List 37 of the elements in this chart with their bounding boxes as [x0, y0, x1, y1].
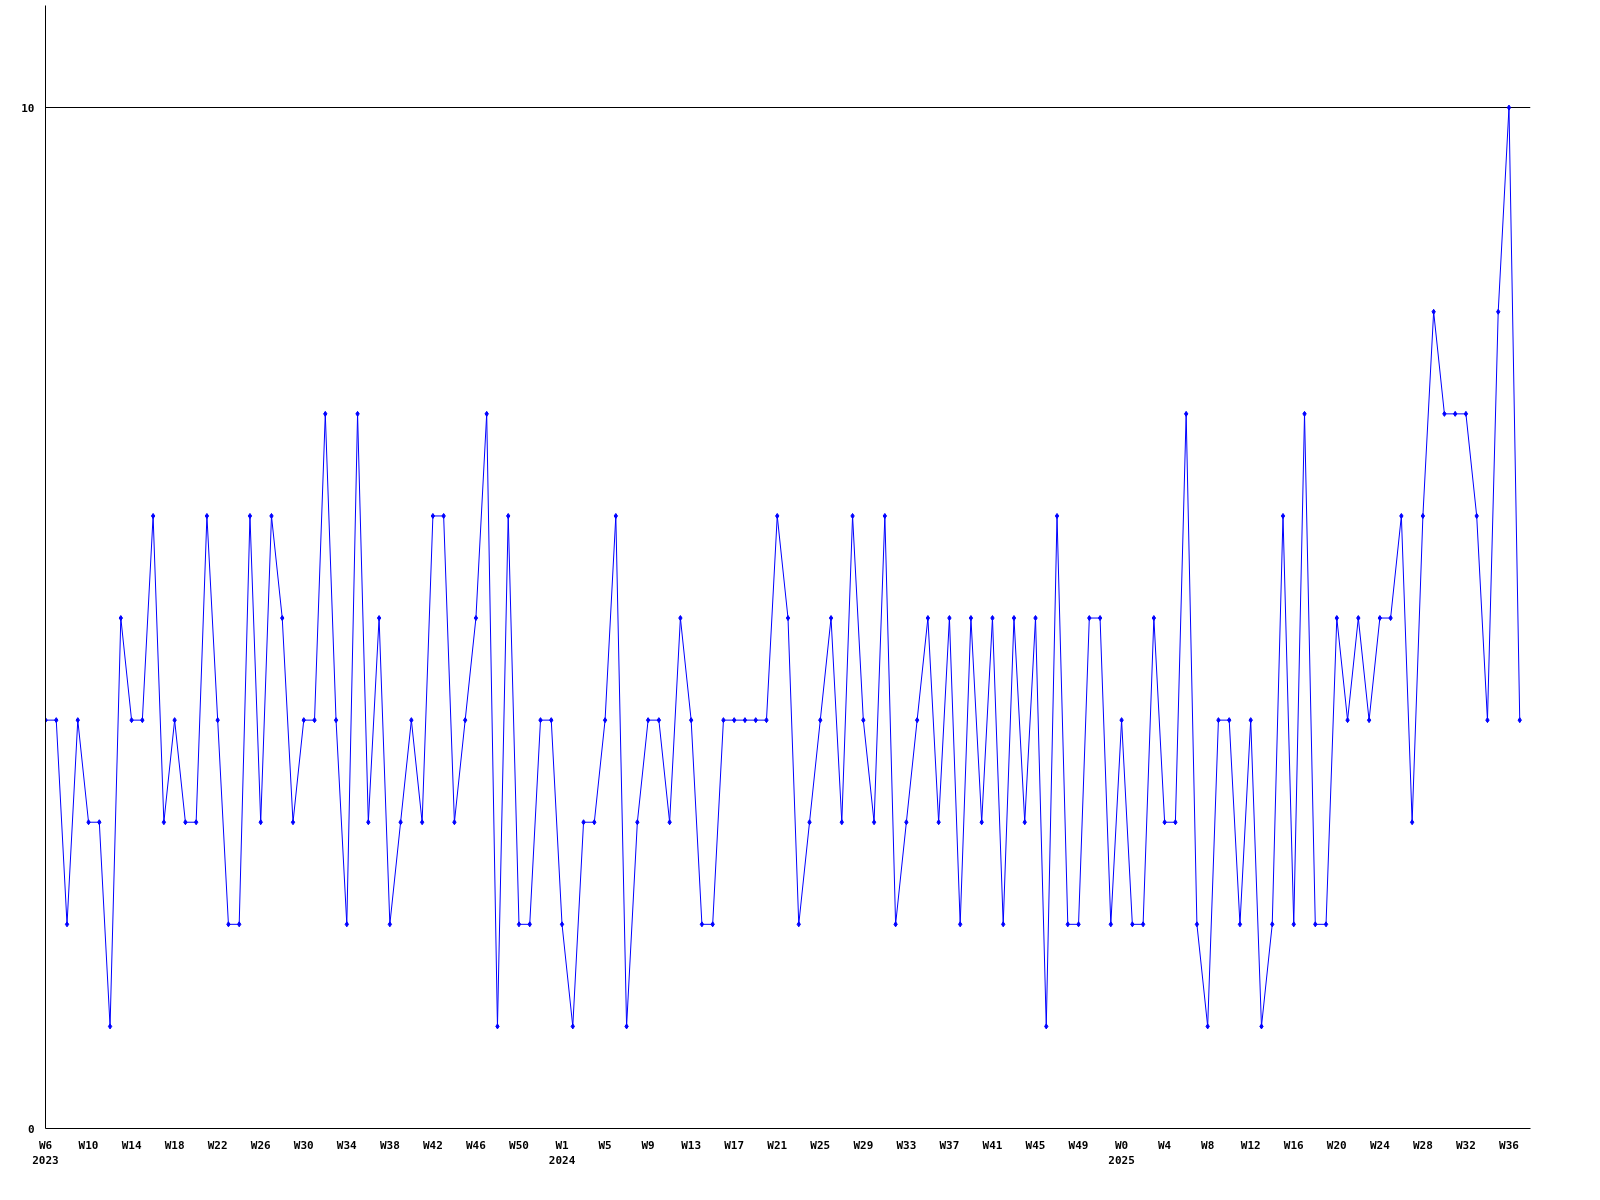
x-tick-label: W10: [78, 1138, 99, 1152]
y-tick-label: 0: [27, 1122, 35, 1136]
x-tick-label: W28: [1412, 1138, 1433, 1152]
x-tick-label: W5: [598, 1138, 612, 1152]
x-tick-label: W24: [1369, 1138, 1391, 1152]
x-tick-label: W18: [164, 1138, 185, 1152]
x-tick-label: W21: [767, 1138, 788, 1152]
x-tick-label: W9: [641, 1138, 655, 1152]
x-tick-label: W13: [681, 1138, 702, 1152]
x-tick-label: W41: [982, 1138, 1003, 1152]
x-tick-label: W49: [1068, 1138, 1089, 1152]
x-tick-label: W38: [379, 1138, 400, 1152]
x-tick-label: W12: [1240, 1138, 1261, 1152]
x-tick-label: W29: [853, 1138, 874, 1152]
x-tick-label: W1 2024: [548, 1138, 576, 1168]
x-tick-label: W34: [336, 1138, 358, 1152]
x-tick-label: W14: [121, 1138, 142, 1152]
x-tick-label: W30: [293, 1138, 314, 1152]
x-tick-label: W50: [509, 1138, 529, 1152]
x-tick-label: W4: [1158, 1138, 1172, 1152]
x-tick-label: W45: [1025, 1138, 1046, 1152]
x-tick-label: W25: [810, 1138, 831, 1152]
x-tick-label: W26: [250, 1138, 272, 1152]
x-tick-label: W33: [896, 1138, 917, 1152]
x-tick-label: W22: [207, 1138, 228, 1152]
x-tick-label: W36: [1499, 1138, 1520, 1152]
x-tick-label: W42: [422, 1138, 443, 1152]
x-tick-label: W17: [724, 1138, 745, 1152]
x-tick-label: W20: [1326, 1138, 1347, 1152]
x-tick-label: W37: [939, 1138, 960, 1152]
x-tick-label: W0 2025: [1108, 1138, 1135, 1168]
x-tick-label: W46: [466, 1138, 487, 1152]
x-tick-label: W32: [1456, 1138, 1476, 1152]
x-tick-label: W8: [1201, 1138, 1215, 1152]
x-tick-label: W6 2023: [32, 1138, 59, 1168]
y-tick-label: 10: [21, 101, 35, 115]
x-tick-label: W16: [1283, 1138, 1305, 1152]
